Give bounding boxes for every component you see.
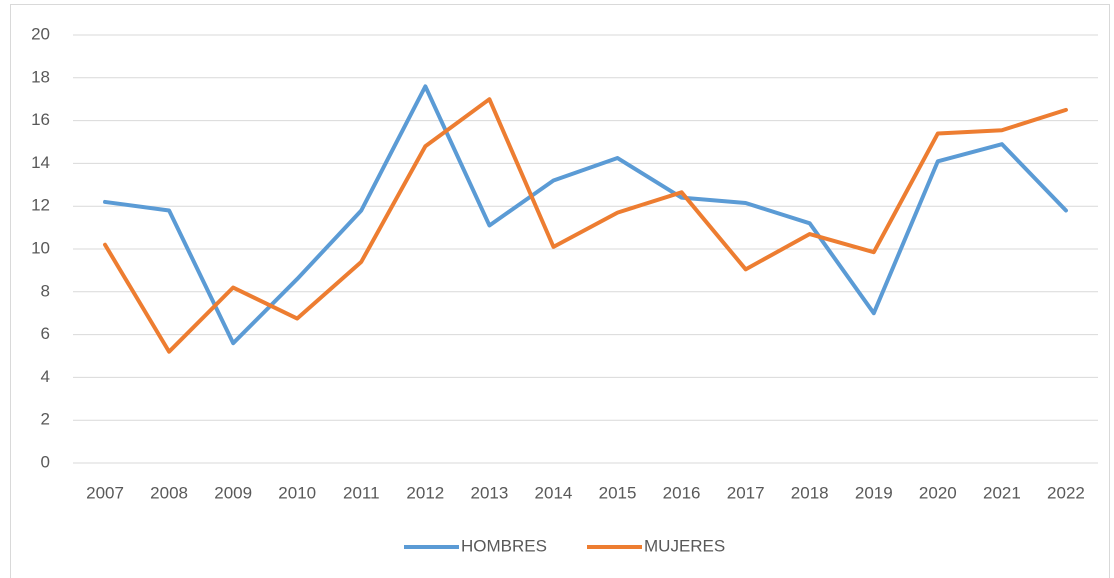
x-tick-label: 2014 xyxy=(535,483,573,502)
x-tick-label: 2013 xyxy=(470,483,508,502)
x-tick-label: 2011 xyxy=(343,483,380,502)
series-line xyxy=(103,97,1068,354)
y-tick-label: 6 xyxy=(41,324,50,343)
x-tick-label: 2021 xyxy=(983,483,1021,502)
y-tick-label: 10 xyxy=(31,238,50,257)
x-tick-label: 2008 xyxy=(150,483,188,502)
x-tick-label: 2019 xyxy=(855,483,893,502)
y-tick-label: 4 xyxy=(41,367,50,386)
x-tick-label: 2015 xyxy=(599,483,637,502)
y-tick-label: 2 xyxy=(41,410,50,429)
chart-frame xyxy=(10,4,1110,578)
y-tick-label: 20 xyxy=(31,24,50,43)
legend-label: MUJERES xyxy=(644,536,725,555)
x-tick-label: 2010 xyxy=(278,483,316,502)
x-tick-label: 2018 xyxy=(791,483,829,502)
y-tick-label: 8 xyxy=(41,281,50,300)
x-tick-label: 2017 xyxy=(727,483,765,502)
y-tick-label: 14 xyxy=(31,153,50,172)
x-tick-label: 2009 xyxy=(214,483,252,502)
y-tick-label: 18 xyxy=(31,67,50,86)
legend-label: HOMBRES xyxy=(461,536,547,555)
y-tick-label: 0 xyxy=(41,452,50,471)
y-tick-label: 12 xyxy=(31,196,50,215)
x-tick-label: 2012 xyxy=(406,483,444,502)
x-tick-label: 2020 xyxy=(919,483,957,502)
x-tick-label: 2016 xyxy=(663,483,701,502)
x-tick-label: 2022 xyxy=(1047,483,1085,502)
x-tick-label: 2007 xyxy=(86,483,124,502)
series-line xyxy=(103,84,1068,346)
y-tick-label: 16 xyxy=(31,110,50,129)
